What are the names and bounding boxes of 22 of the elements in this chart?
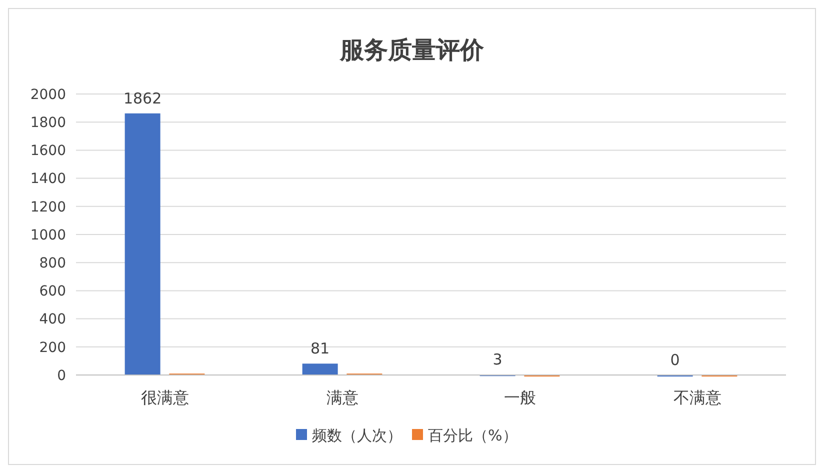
y-tick-label: 2000	[30, 86, 66, 103]
x-tick-label: 不满意	[673, 388, 722, 407]
x-tick-label: 满意	[326, 388, 358, 407]
x-tick-label: 很满意	[140, 388, 189, 407]
data-label: 0	[670, 351, 680, 369]
y-tick-label: 200	[39, 340, 66, 356]
legend-label: 频数（人次）	[312, 426, 402, 444]
y-tick-label: 800	[39, 256, 66, 272]
data-label: 3	[492, 350, 502, 369]
chart-title: 服务质量评价	[339, 36, 485, 64]
y-tick-label: 400	[39, 312, 66, 328]
y-tick-label: 1800	[30, 115, 66, 131]
y-tick-label: 600	[39, 284, 66, 300]
legend-label: 百分比（%）	[428, 426, 518, 444]
x-tick-label: 一般	[504, 388, 536, 407]
y-tick-label: 1600	[30, 143, 66, 160]
y-tick-label: 1200	[30, 199, 66, 216]
data-label: 81	[310, 340, 330, 358]
y-tick-label: 1000	[30, 227, 66, 244]
data-label: 1862	[123, 89, 162, 108]
y-tick-label: 1400	[30, 171, 66, 188]
y-tick-label: 0	[57, 368, 66, 384]
